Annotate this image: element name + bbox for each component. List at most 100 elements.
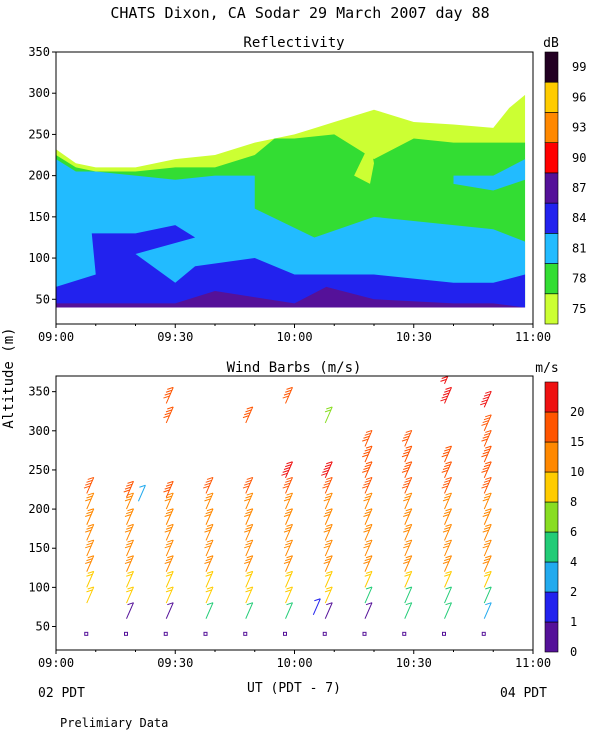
wind-barb <box>324 586 333 604</box>
wind-barb <box>126 586 134 604</box>
wind-barb <box>401 476 413 494</box>
wind-barb <box>163 406 174 424</box>
wind-barb <box>244 555 254 572</box>
wind-barb <box>124 539 134 557</box>
wind-barb <box>283 523 293 541</box>
colorbar-label: 87 <box>572 181 586 195</box>
wind-barb <box>204 555 214 572</box>
wind-barb <box>45 517 54 533</box>
wind-barb <box>442 508 452 525</box>
wind-barb <box>85 523 95 541</box>
y-tick-label: 150 <box>28 541 50 555</box>
wind-barb <box>480 390 492 408</box>
wind-barb <box>86 586 95 604</box>
x-tick-label: 09:30 <box>157 330 193 344</box>
wind-barb <box>364 586 373 604</box>
wind-barb <box>362 461 373 478</box>
wind-barb <box>124 508 134 525</box>
colorbar-swatch <box>544 263 559 295</box>
contour-patch-81 <box>453 159 526 191</box>
wind-barb <box>321 461 333 478</box>
wind-barb <box>164 508 174 525</box>
colorbar-swatch <box>544 81 559 113</box>
wind-barb <box>205 602 214 619</box>
wind-barb <box>283 492 293 510</box>
wind-barb <box>403 539 413 557</box>
colorbar-label: 93 <box>572 121 586 135</box>
wind-barb <box>45 564 54 580</box>
colorbar-swatch <box>544 172 559 204</box>
contour-patch-75 <box>354 142 374 184</box>
wind-barb <box>283 539 293 557</box>
wind-speed-colorbar-unit: m/s <box>535 361 558 376</box>
wind-barb <box>441 476 452 494</box>
wind-barb <box>403 492 413 510</box>
wind-barb <box>203 476 214 494</box>
wind-barb <box>85 508 95 525</box>
wind-barb <box>282 386 293 404</box>
wind-barb <box>403 523 413 541</box>
wind-barb <box>440 386 452 404</box>
colorbar-swatch <box>544 501 559 533</box>
wind-barb <box>482 555 492 572</box>
wind-barb <box>440 376 449 385</box>
y-tick-label: 350 <box>28 45 50 59</box>
wind-barb <box>482 508 492 525</box>
wind-barb <box>205 570 214 588</box>
wind-barb <box>204 523 214 541</box>
contour-band-84 <box>56 225 526 308</box>
colorbar-label: 10 <box>570 465 584 479</box>
wind-barb <box>83 476 95 494</box>
y-tick-label: 50 <box>36 620 50 634</box>
wind-barb <box>441 445 452 463</box>
y-tick-label: 200 <box>28 502 50 516</box>
x-tick-label: 11:00 <box>515 656 551 670</box>
wind-barb <box>204 492 214 510</box>
y-tick-label: 300 <box>28 86 50 100</box>
wind-barb <box>364 602 373 619</box>
wind-barb <box>285 586 293 604</box>
wind-barb <box>483 602 492 619</box>
wind-barb <box>404 570 413 588</box>
calm-marker <box>283 631 287 636</box>
colorbar-swatch <box>544 51 559 83</box>
wind-barb <box>312 598 321 615</box>
wind-barb <box>482 523 492 541</box>
wind-barb <box>85 492 95 510</box>
colorbar-label: 0 <box>570 645 577 659</box>
wind-barb <box>323 508 333 525</box>
wind-barb <box>205 586 214 604</box>
wind-barb <box>404 602 413 619</box>
wind-barb <box>244 508 254 525</box>
calm-marker <box>124 631 128 636</box>
wind-barb <box>204 539 214 557</box>
left-time-label: 02 PDT <box>38 686 85 701</box>
wind-barb <box>324 406 333 424</box>
wind-barb <box>444 602 452 619</box>
wind-barb <box>363 555 373 572</box>
wind-barb <box>442 492 452 510</box>
wind-barb <box>164 539 174 557</box>
wind-barb <box>281 461 293 478</box>
wind-barb <box>363 508 373 525</box>
colorbar-label: 4 <box>570 555 577 569</box>
wind-barb <box>404 586 413 604</box>
reflectivity-colorbar: dB 75 78 81 84 87 90 93 96 99 <box>543 36 586 325</box>
wind-barb <box>204 508 214 525</box>
y-tick-label: 100 <box>28 580 50 594</box>
colorbar-swatch <box>544 202 559 234</box>
colorbar-swatch <box>544 233 559 264</box>
x-tick-label: 10:00 <box>276 330 312 344</box>
preliminary-note: Prelimiary Data <box>60 716 168 730</box>
calm-marker <box>243 631 248 636</box>
wind-barb <box>44 481 54 497</box>
colorbar-label: 96 <box>572 90 586 104</box>
colorbar-label: 99 <box>572 60 586 74</box>
wind-barb <box>242 406 254 424</box>
wind-barb <box>363 492 373 510</box>
colorbar-swatch <box>544 531 559 563</box>
wind-barb <box>283 508 293 525</box>
colorbar-swatch <box>544 142 559 174</box>
wind-barb <box>442 539 452 557</box>
